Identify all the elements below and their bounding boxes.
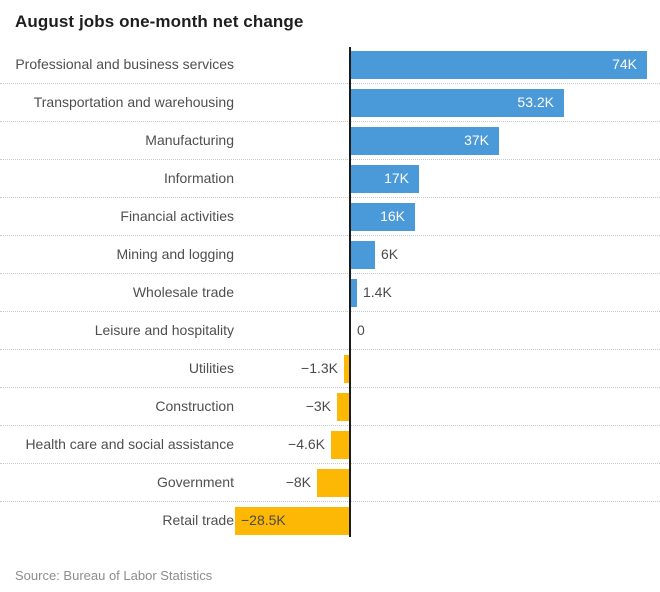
chart-row: Retail trade −28.5K (0, 502, 660, 540)
category-label: Manufacturing (145, 132, 234, 148)
bar-negative (317, 469, 349, 497)
bar-positive (351, 241, 375, 269)
category-label: Health care and social assistance (25, 436, 234, 452)
chart-title: August jobs one-month net change (15, 12, 304, 31)
bar-chart: Professional and business services 74K Tra… (0, 46, 660, 540)
category-label: Utilities (188, 360, 234, 376)
bar-negative (344, 355, 349, 383)
chart-row: Leisure and hospitality 0 (0, 312, 660, 350)
chart-row: Financial activities 16K (0, 198, 660, 236)
bar-positive (351, 127, 499, 155)
bar-negative (235, 507, 349, 535)
value-label: 17K (384, 170, 409, 186)
bar-positive (351, 165, 419, 193)
chart-row: Health care and social assistance −4.6K (0, 426, 660, 464)
bar-positive (351, 89, 564, 117)
bar-positive (351, 203, 415, 231)
category-label: Retail trade (162, 512, 234, 528)
value-label: 53.2K (517, 94, 554, 110)
bar-negative (337, 393, 349, 421)
chart-row: Information 17K (0, 160, 660, 198)
category-label: Government (156, 474, 234, 490)
value-label: 37K (464, 132, 489, 148)
value-label: −8K (285, 474, 311, 490)
category-label: Financial activities (120, 208, 234, 224)
category-label: Mining and logging (116, 246, 234, 262)
chart-row: Construction −3K (0, 388, 660, 426)
chart-row: Transportation and warehousing 53.2K (0, 84, 660, 122)
value-label: 0 (357, 322, 365, 338)
zero-axis-line (349, 47, 351, 537)
value-label: −28.5K (241, 512, 286, 528)
bar-positive (351, 279, 357, 307)
value-label: 6K (381, 246, 399, 262)
chart-row: Wholesale trade 1.4K (0, 274, 660, 312)
value-label: 16K (380, 208, 405, 224)
category-label: Wholesale trade (132, 284, 234, 300)
category-label: Transportation and warehousing (33, 94, 234, 110)
bar-negative (331, 431, 349, 459)
chart-row: Utilities −1.3K (0, 350, 660, 388)
source-note: Source: Bureau of Labor Statistics (15, 568, 213, 583)
value-label: −3K (305, 398, 331, 414)
value-label: −1.3K (301, 360, 338, 376)
chart-row: Government −8K (0, 464, 660, 502)
category-label: Construction (155, 398, 234, 414)
category-label: Professional and business services (15, 56, 234, 72)
bar-positive (351, 51, 647, 79)
value-label: −4.6K (288, 436, 325, 452)
chart-row: Manufacturing 37K (0, 122, 660, 160)
category-label: Information (163, 170, 234, 186)
value-label: 1.4K (363, 284, 392, 300)
chart-row: Professional and business services 74K (0, 46, 660, 84)
value-label: 74K (612, 56, 637, 72)
category-label: Leisure and hospitality (94, 322, 234, 338)
chart-row: Mining and logging 6K (0, 236, 660, 274)
